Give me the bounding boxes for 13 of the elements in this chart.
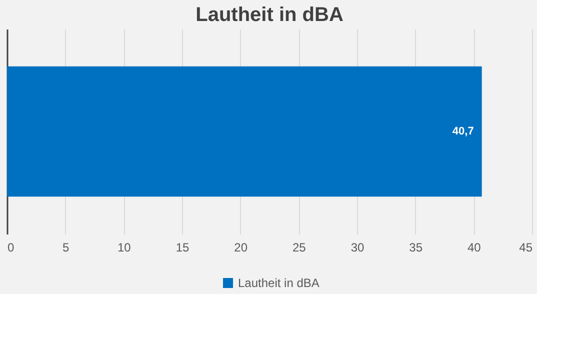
x-tick-label: 5 bbox=[62, 240, 70, 254]
x-tick-label: 40 bbox=[467, 240, 482, 254]
data-label: 40,7 bbox=[452, 126, 474, 138]
x-tick-label: 45 bbox=[519, 240, 533, 254]
x-tick-label: 10 bbox=[117, 240, 132, 254]
x-tick-label: 35 bbox=[409, 240, 423, 254]
chart-title: Lautheit in dBA bbox=[196, 4, 344, 26]
x-tick-label: 30 bbox=[350, 240, 364, 254]
x-tick-label: 20 bbox=[234, 240, 248, 254]
x-tick-label: 15 bbox=[176, 240, 190, 254]
x-tick-label: 25 bbox=[292, 240, 306, 254]
legend-label: Lautheit in dBA bbox=[238, 276, 320, 290]
x-tick-label: 0 bbox=[8, 240, 14, 254]
